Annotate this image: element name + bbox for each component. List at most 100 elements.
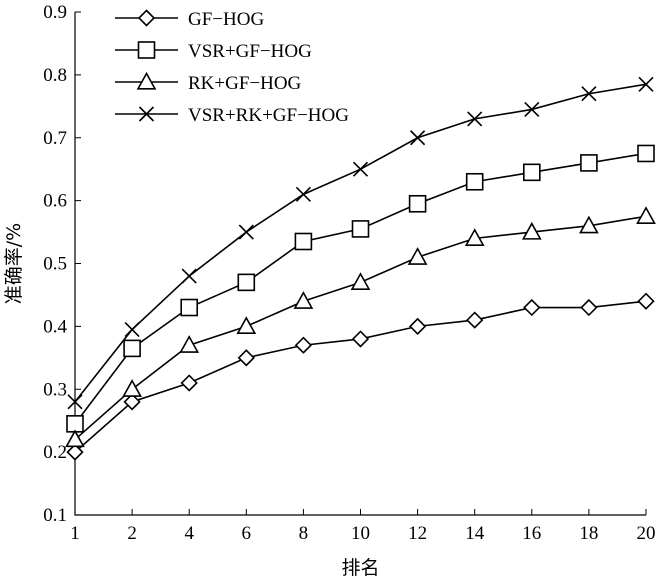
legend-label: GF−HOG xyxy=(188,9,264,30)
x-marker-stroke xyxy=(638,76,654,92)
data-point-diamond xyxy=(237,349,255,367)
series-x xyxy=(67,76,654,410)
legend-marker-x xyxy=(138,106,155,122)
legend-marker-square xyxy=(137,41,156,59)
y-tick-label: 0.2 xyxy=(43,442,67,463)
x-marker-stroke xyxy=(524,101,540,118)
y-tick-label: 0.1 xyxy=(43,505,67,526)
series-line-x xyxy=(74,83,647,403)
x-tick-label: 16 xyxy=(522,523,541,544)
data-point-square xyxy=(580,154,598,172)
data-point-diamond xyxy=(466,311,484,329)
data-point-square xyxy=(637,144,655,163)
data-point-x xyxy=(524,101,540,118)
data-point-diamond xyxy=(637,292,655,310)
x-tick-label: 2 xyxy=(127,523,137,544)
legend-entry-diamond: GF−HOG xyxy=(115,9,264,30)
y-tick-label: 0.3 xyxy=(43,379,67,400)
data-point-square xyxy=(237,273,256,292)
y-tick-label: 0.5 xyxy=(43,254,67,275)
y-tick-label: 0.7 xyxy=(43,128,67,149)
data-point-diamond xyxy=(180,374,198,392)
legend-label: RK+GF−HOG xyxy=(188,73,302,94)
data-point-triangle xyxy=(236,316,257,334)
data-point-x xyxy=(638,76,654,92)
data-point-x xyxy=(295,186,311,202)
data-point-x xyxy=(238,224,254,240)
series-group xyxy=(65,76,656,461)
legend-label: VSR+GF−HOG xyxy=(188,41,312,62)
data-point-x xyxy=(467,111,483,127)
x-marker-stroke xyxy=(467,111,483,127)
y-axis-title: 准确率/% xyxy=(3,223,25,304)
data-point-square xyxy=(408,194,427,213)
x-marker-stroke xyxy=(295,186,311,202)
y-tick-label: 0.4 xyxy=(43,316,67,337)
legend-marker-diamond xyxy=(137,9,156,27)
series-line-diamond xyxy=(74,300,647,453)
x-tick-label: 10 xyxy=(351,523,370,544)
x-marker-stroke xyxy=(410,130,426,146)
data-point-triangle xyxy=(407,247,428,265)
series-triangle xyxy=(65,206,656,448)
x-marker-stroke xyxy=(581,86,597,102)
x-tick-label: 1 xyxy=(70,523,80,544)
data-point-square xyxy=(123,339,141,358)
legend-entry-x: VSR+RK+GF−HOG xyxy=(115,105,349,126)
data-point-square xyxy=(180,298,198,317)
x-tick-label: 4 xyxy=(184,523,194,544)
data-point-triangle xyxy=(636,206,656,224)
y-tick-label: 0.8 xyxy=(43,65,67,86)
x-axis-title: 排名 xyxy=(341,557,379,579)
x-marker-stroke xyxy=(124,321,140,338)
x-tick-label: 18 xyxy=(579,523,598,544)
data-point-x xyxy=(352,161,369,177)
data-point-x xyxy=(410,130,426,146)
series-diamond xyxy=(66,292,655,461)
axis-frame xyxy=(74,12,646,516)
data-point-diamond xyxy=(66,443,84,461)
axes: 0.10.20.30.40.50.60.70.80.91 2 4 6 8 10 12 14 16… xyxy=(43,2,655,544)
x-marker-stroke xyxy=(67,394,83,410)
data-point-x xyxy=(67,394,83,410)
legend-entry-triangle: RK+GF−HOG xyxy=(115,71,302,94)
data-point-triangle xyxy=(293,291,314,309)
data-point-x xyxy=(581,86,597,102)
data-point-square xyxy=(465,172,484,191)
x-tick-label: 6 xyxy=(242,523,252,544)
data-point-triangle xyxy=(179,335,200,353)
data-point-triangle xyxy=(579,215,599,234)
x-marker-stroke xyxy=(352,161,369,177)
legend-entry-square: VSR+GF−HOG xyxy=(115,41,312,62)
data-point-square xyxy=(522,163,541,182)
data-point-diamond xyxy=(523,298,541,317)
data-point-triangle xyxy=(65,429,85,448)
legend-marker-triangle xyxy=(136,71,157,90)
x-tick-label: 8 xyxy=(299,523,309,544)
x-marker-stroke xyxy=(238,224,254,240)
x-tick-label: 12 xyxy=(408,523,427,544)
data-point-square xyxy=(294,232,313,251)
x-tick-label: 20 xyxy=(637,523,656,544)
data-point-x xyxy=(181,268,197,284)
data-point-triangle xyxy=(464,228,485,246)
legend: GF−HOG VSR+GF−HOG RK+GF−HOG VSR+RK+GF−HOG xyxy=(115,9,349,126)
data-point-triangle xyxy=(350,272,371,290)
series-square xyxy=(66,144,655,433)
data-point-triangle xyxy=(521,221,542,240)
y-tick-label: 0.9 xyxy=(43,2,67,23)
legend-label: VSR+RK+GF−HOG xyxy=(188,105,349,126)
data-point-diamond xyxy=(580,298,598,317)
y-tick-label: 0.6 xyxy=(43,191,67,212)
data-point-diamond xyxy=(351,330,370,348)
x-tick-label: 14 xyxy=(465,523,485,544)
data-point-triangle xyxy=(122,379,142,397)
data-point-x xyxy=(124,321,140,338)
x-marker-stroke xyxy=(181,268,197,284)
data-point-diamond xyxy=(294,336,313,354)
data-point-diamond xyxy=(123,393,141,411)
x-marker-stroke xyxy=(138,106,155,122)
data-point-square xyxy=(351,220,370,238)
data-point-diamond xyxy=(408,317,427,336)
